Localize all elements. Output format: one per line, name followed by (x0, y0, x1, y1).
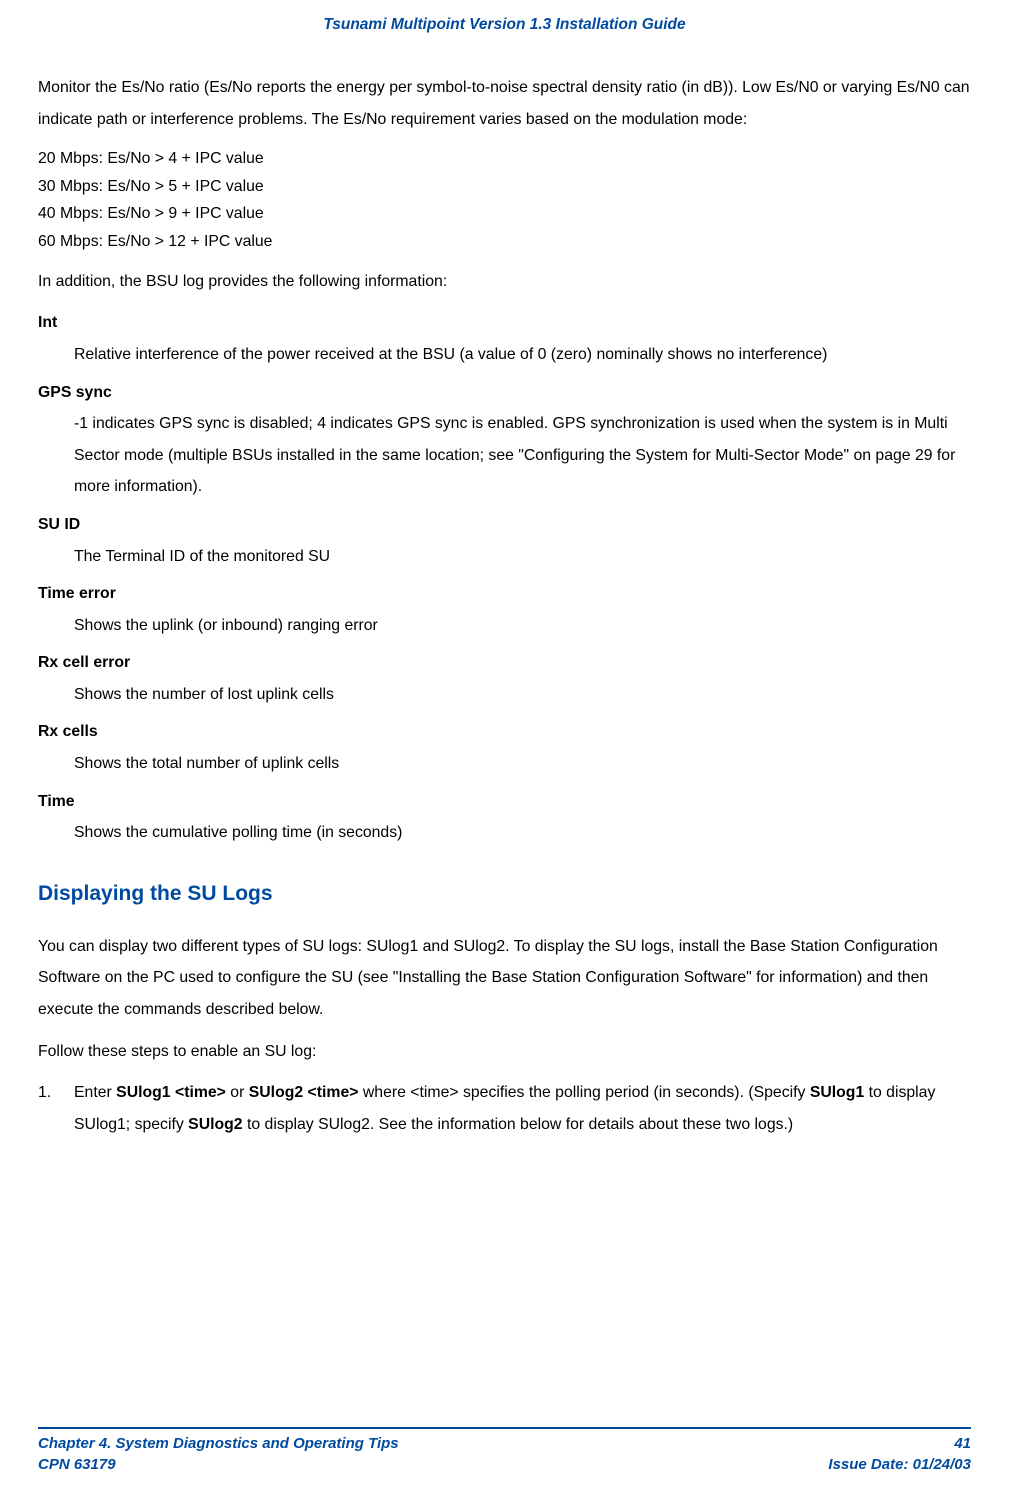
def-desc-int: Relative interference of the power recei… (74, 339, 971, 371)
spec-line: 20 Mbps: Es/No > 4 + IPC value (38, 145, 971, 173)
intro-paragraph: Monitor the Es/No ratio (Es/No reports t… (38, 72, 971, 135)
step-text: where <time> specifies the polling perio… (358, 1084, 809, 1101)
def-desc-suid: The Terminal ID of the monitored SU (74, 541, 971, 573)
def-term-int: Int (38, 307, 971, 339)
footer-cpn: CPN 63179 (38, 1454, 399, 1476)
step-cmd: SUlog1 (810, 1084, 864, 1101)
section-p2: Follow these steps to enable an SU log: (38, 1036, 971, 1068)
step-number: 1. (38, 1077, 74, 1140)
def-term-timeerror: Time error (38, 578, 971, 610)
spec-list: 20 Mbps: Es/No > 4 + IPC value 30 Mbps: … (38, 145, 971, 256)
def-desc-rxcellerror: Shows the number of lost uplink cells (74, 679, 971, 711)
step-cmd: SUlog1 <time> (116, 1084, 226, 1101)
intro2-paragraph: In addition, the BSU log provides the fo… (38, 266, 971, 298)
def-desc-rxcells: Shows the total number of uplink cells (74, 748, 971, 780)
page-footer: Chapter 4. System Diagnostics and Operat… (38, 1427, 971, 1477)
step-1: 1. Enter SUlog1 <time> or SUlog2 <time> … (38, 1077, 971, 1140)
footer-issue-date: Issue Date: 01/24/03 (828, 1454, 971, 1476)
spec-line: 60 Mbps: Es/No > 12 + IPC value (38, 228, 971, 256)
spec-line: 30 Mbps: Es/No > 5 + IPC value (38, 173, 971, 201)
def-desc-gps: -1 indicates GPS sync is disabled; 4 ind… (74, 408, 971, 503)
section-p1: You can display two different types of S… (38, 931, 971, 1026)
section-heading: Displaying the SU Logs (38, 873, 971, 915)
step-text: or (226, 1084, 249, 1101)
step-body: Enter SUlog1 <time> or SUlog2 <time> whe… (74, 1077, 971, 1140)
def-term-suid: SU ID (38, 509, 971, 541)
def-term-gps: GPS sync (38, 377, 971, 409)
def-term-time: Time (38, 786, 971, 818)
footer-chapter: Chapter 4. System Diagnostics and Operat… (38, 1433, 399, 1455)
def-desc-time: Shows the cumulative polling time (in se… (74, 817, 971, 849)
step-text: Enter (74, 1084, 116, 1101)
spec-line: 40 Mbps: Es/No > 9 + IPC value (38, 200, 971, 228)
page: Tsunami Multipoint Version 1.3 Installat… (0, 0, 1009, 1496)
header-title: Tsunami Multipoint Version 1.3 Installat… (323, 16, 685, 33)
page-header: Tsunami Multipoint Version 1.3 Installat… (38, 0, 971, 72)
def-desc-timeerror: Shows the uplink (or inbound) ranging er… (74, 610, 971, 642)
step-cmd: SUlog2 <time> (249, 1084, 359, 1101)
def-term-rxcellerror: Rx cell error (38, 647, 971, 679)
footer-right: 41 Issue Date: 01/24/03 (828, 1433, 971, 1477)
def-term-rxcells: Rx cells (38, 716, 971, 748)
footer-page-number: 41 (828, 1433, 971, 1455)
body: Monitor the Es/No ratio (Es/No reports t… (38, 72, 971, 1140)
step-text: to display SUlog2. See the information b… (243, 1116, 794, 1133)
footer-left: Chapter 4. System Diagnostics and Operat… (38, 1433, 399, 1477)
step-cmd: SUlog2 (188, 1116, 242, 1133)
